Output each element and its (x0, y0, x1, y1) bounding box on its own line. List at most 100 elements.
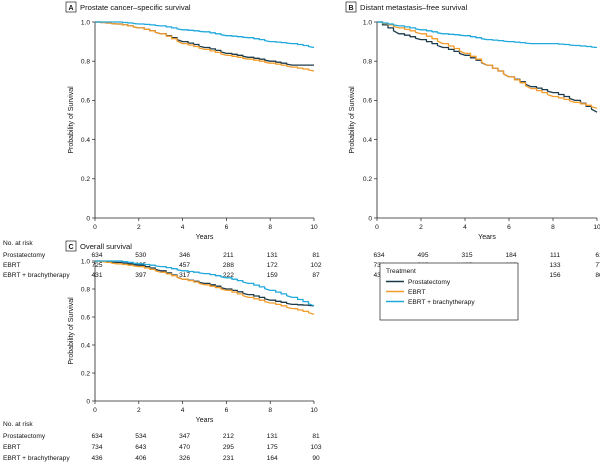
risk-count: 87 (312, 272, 320, 279)
legend-item-label: EBRT (408, 289, 425, 296)
y-axis-label: Probability of Survival (349, 86, 356, 154)
x-tick-label: 8 (551, 224, 555, 231)
risk-count: 315 (461, 252, 472, 259)
risk-count: 288 (223, 262, 234, 269)
risk-count: 81 (312, 433, 320, 440)
risk-table-header: No. at risk (3, 421, 33, 428)
x-tick-label: 2 (419, 224, 423, 231)
panel-title: Distant metastasis–free survival (360, 3, 468, 12)
y-tick-label: 0.2 (81, 370, 90, 377)
risk-count: 159 (267, 272, 278, 279)
series-line-ebrt (95, 260, 315, 315)
risk-table-header: No. at risk (3, 240, 33, 247)
y-tick-label: 0.6 (81, 314, 90, 321)
risk-count: 347 (179, 433, 190, 440)
x-tick-label: 4 (181, 407, 185, 414)
risk-row-label: Prostatectomy (3, 433, 46, 440)
panel-badge-box (65, 1, 77, 13)
series-line-prostatectomy (95, 21, 314, 66)
y-axis-label: Probability of Survival (68, 297, 75, 365)
risk-count: 111 (550, 252, 560, 259)
risk-count: 734 (91, 444, 102, 451)
series-line-ebrt-brachytherapy (95, 260, 315, 307)
x-tick-label: 10 (593, 224, 600, 231)
y-tick-label: 0.2 (363, 176, 372, 183)
risk-count: 634 (91, 252, 102, 259)
y-tick-label: 1.0 (81, 19, 90, 26)
risk-count: 634 (91, 433, 102, 440)
y-tick-label: 0 (86, 215, 90, 222)
risk-count: 397 (135, 272, 146, 279)
risk-count: 346 (179, 252, 190, 259)
risk-count: 436 (373, 272, 384, 279)
risk-count: 734 (373, 262, 384, 269)
panel-b: B Distant metastasis–free survival 0 0.2 0.4… (345, 1, 600, 279)
x-tick-label: 0 (93, 407, 97, 414)
risk-count: 326 (179, 455, 190, 462)
series-line-prostatectomy (95, 260, 315, 307)
series-line-ebrt-brachytherapy (95, 21, 315, 49)
x-axis-label: Years (196, 234, 214, 241)
risk-count: 725 (91, 262, 102, 269)
panel-title: Prostate cancer–specific survival (80, 3, 191, 12)
series-line-ebrt (95, 21, 315, 72)
x-tick-label: 10 (310, 224, 318, 231)
legend: Treatment Prostatectomy EBRT EBRT + brachy… (379, 262, 519, 321)
risk-count: 436 (91, 455, 102, 462)
legend-item-label: EBRT + brachytherapy (408, 299, 475, 306)
y-tick-label: 0.8 (363, 59, 372, 66)
y-tick-label: 0.8 (81, 59, 90, 66)
x-tick-label: 6 (225, 224, 229, 231)
x-tick-label: 0 (375, 224, 379, 231)
y-tick-label: 0.8 (81, 286, 90, 293)
risk-count: 231 (223, 455, 234, 462)
risk-count: 131 (267, 433, 278, 440)
panel-badge-box (345, 1, 357, 13)
risk-count: 406 (135, 455, 146, 462)
x-tick-label: 6 (225, 407, 229, 414)
risk-count: 164 (267, 455, 278, 462)
panel-badge-box (65, 240, 77, 252)
x-tick-label: 4 (181, 224, 185, 231)
risk-count: 156 (549, 272, 560, 279)
risk-count: 470 (179, 444, 190, 451)
y-tick-label: 0.6 (363, 98, 372, 105)
y-tick-label: 0.4 (363, 137, 372, 144)
risk-count: 175 (267, 444, 278, 451)
risk-count: 211 (223, 252, 234, 259)
risk-count: 102 (310, 262, 321, 269)
legend-item-label: Prostatectomy (408, 279, 451, 286)
risk-count: 295 (223, 444, 234, 451)
panel-a: A Prostate cancer–specific survival 0 0.2 0.… (3, 1, 322, 279)
risk-count: 90 (312, 455, 320, 462)
risk-count: 131 (267, 252, 278, 259)
risk-row-label: Prostatectomy (3, 252, 46, 259)
y-tick-label: 0.4 (81, 342, 90, 349)
series-line-ebrt (377, 21, 598, 109)
risk-count: 172 (267, 262, 278, 269)
risk-row-label: EBRT (3, 444, 20, 451)
risk-count: 534 (135, 433, 146, 440)
x-tick-label: 2 (137, 224, 141, 231)
y-axis-label: Probability of Survival (68, 86, 75, 154)
x-tick-label: 8 (268, 224, 272, 231)
risk-count: 643 (135, 444, 146, 451)
risk-row-label: EBRT + brachytherapy (3, 272, 70, 279)
x-axis-label: Years (478, 234, 496, 241)
risk-count: 86 (595, 272, 600, 279)
x-tick-label: 10 (310, 407, 318, 414)
panel-badge: B (348, 5, 353, 12)
panel-badge: A (68, 5, 73, 12)
y-tick-label: 1.0 (363, 19, 372, 26)
y-tick-label: 0 (368, 215, 372, 222)
panel-badge: C (68, 244, 73, 251)
risk-count: 184 (505, 252, 516, 259)
y-tick-label: 0 (86, 398, 90, 405)
risk-count: 103 (310, 444, 321, 451)
x-tick-label: 8 (268, 407, 272, 414)
risk-count: 530 (135, 252, 146, 259)
panel-c: C Overall survival 0 0.2 0.4 0.6 0.8 1.0 0 2 4 6 8 10… (3, 240, 322, 462)
legend-title: Treatment (386, 268, 416, 275)
y-tick-label: 0.6 (81, 98, 90, 105)
